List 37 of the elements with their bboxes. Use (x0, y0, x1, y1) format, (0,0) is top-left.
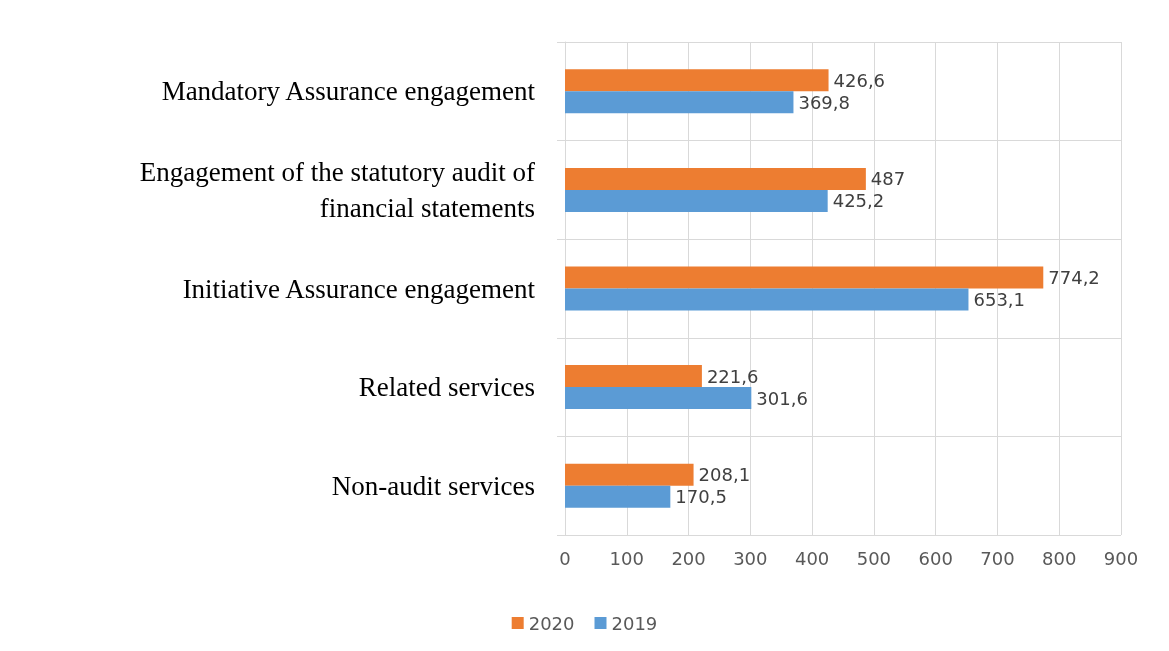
legend-label: 2019 (611, 612, 658, 634)
data-label: 208,1 (698, 464, 751, 486)
bar (565, 189, 828, 212)
bar (565, 91, 794, 114)
bar (565, 167, 866, 190)
data-label: 170,5 (675, 486, 727, 508)
data-label: 221,6 (706, 365, 759, 387)
y-tick-label: Non-audit services (331, 470, 535, 501)
y-tick-label: Initiative Assurance engagement (182, 273, 536, 304)
y-tick-label: Mandatory Assurance engagement (161, 76, 536, 107)
x-tick-label: 600 (918, 547, 953, 569)
x-tick-label: 0 (559, 547, 571, 569)
data-label: 426,6 (833, 69, 886, 91)
data-label: 301,6 (756, 387, 808, 409)
x-tick-label: 800 (1042, 547, 1077, 569)
bar (565, 463, 694, 486)
x-tick-label: 400 (794, 547, 830, 569)
bar (565, 69, 829, 92)
y-tick-label: Engagement of the statutory audit of financial statements (139, 156, 536, 223)
bar (565, 288, 969, 311)
data-label: 425,2 (832, 190, 885, 212)
data-label: 653,1 (973, 289, 1025, 310)
bar (565, 365, 702, 388)
x-tick-label: 500 (856, 547, 892, 569)
data-label: 369,8 (798, 91, 850, 113)
x-tick-label: 700 (980, 547, 1015, 569)
x-tick-label: 900 (1103, 547, 1139, 569)
data-label: 487 (870, 168, 906, 190)
bar (565, 387, 752, 410)
x-tick-label: 200 (671, 547, 706, 569)
legend-label: 2020 (528, 612, 575, 634)
x-tick-label: 300 (733, 547, 768, 569)
data-label: 774,2 (1048, 267, 1100, 288)
x-tick-label: 100 (609, 547, 644, 569)
bar (565, 266, 1044, 289)
bar (565, 485, 671, 508)
y-tick-label: Related services (358, 372, 535, 403)
